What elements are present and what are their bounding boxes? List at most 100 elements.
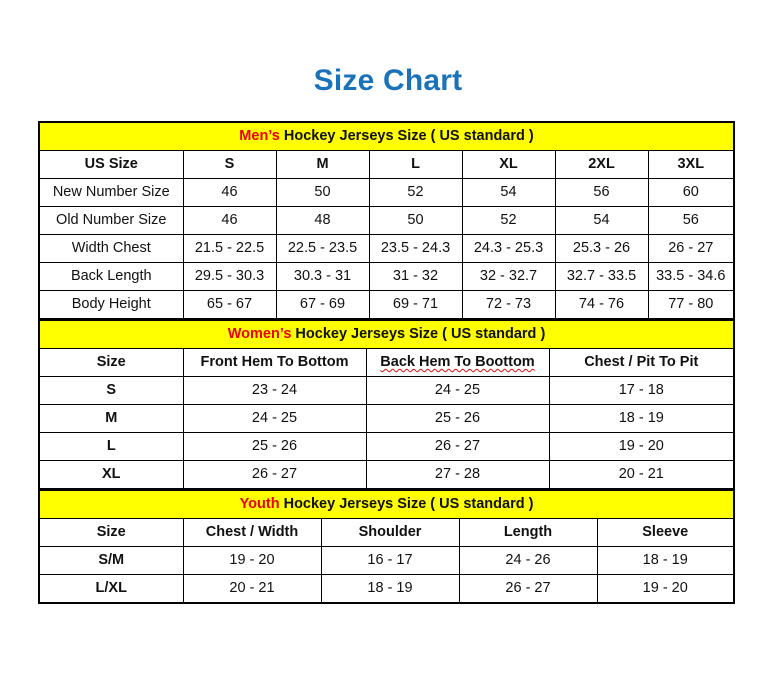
mens-col-0: US Size xyxy=(38,150,184,179)
mens-cell-3-5: 33.5 - 34.6 xyxy=(647,262,735,291)
table-row: Body Height 65 - 67 67 - 69 69 - 71 72 -… xyxy=(38,290,735,319)
mens-cell-0-3: 54 xyxy=(461,178,556,207)
table-row: Width Chest 21.5 - 22.5 22.5 - 23.5 23.5… xyxy=(38,234,735,263)
mens-cell-1-5: 56 xyxy=(647,206,735,235)
mens-cell-2-3: 24.3 - 25.3 xyxy=(461,234,556,263)
mens-cell-2-4: 25.3 - 26 xyxy=(554,234,649,263)
mens-cell-1-1: 48 xyxy=(275,206,370,235)
mens-cell-1-2: 50 xyxy=(368,206,463,235)
youth-cell-0-2: 24 - 26 xyxy=(458,546,598,575)
mens-cell-4-3: 72 - 73 xyxy=(461,290,556,319)
womens-col-1: Front Hem To Bottom xyxy=(182,348,367,377)
table-row: Old Number Size 46 48 50 52 54 56 xyxy=(38,206,735,235)
page-title: Size Chart xyxy=(313,64,463,97)
youth-cell-1-1: 18 - 19 xyxy=(320,574,460,604)
mens-cell-0-1: 50 xyxy=(275,178,370,207)
youth-banner-row: Youth Hockey Jerseys Size ( US standard … xyxy=(38,489,735,519)
womens-cell-0-2: 17 - 18 xyxy=(548,376,735,405)
womens-cell-2-2: 19 - 20 xyxy=(548,432,735,461)
mens-cell-2-0: 21.5 - 22.5 xyxy=(182,234,277,263)
mens-col-3: L xyxy=(368,150,463,179)
youth-col-3: Length xyxy=(458,518,598,547)
table-row: XL 26 - 27 27 - 28 20 - 21 xyxy=(38,460,735,489)
womens-banner-rest: Hockey Jerseys Size ( US standard ) xyxy=(291,326,546,342)
mens-cell-4-4: 74 - 76 xyxy=(554,290,649,319)
youth-row-label-1: L/XL xyxy=(38,574,184,604)
womens-cell-1-2: 18 - 19 xyxy=(548,404,735,433)
womens-header-row: Size Front Hem To Bottom Back Hem To Boo… xyxy=(38,348,735,377)
mens-cell-3-0: 29.5 - 30.3 xyxy=(182,262,277,291)
youth-cell-0-0: 19 - 20 xyxy=(182,546,322,575)
mens-banner-row: Men’s Hockey Jerseys Size ( US standard … xyxy=(38,121,735,151)
womens-row-label-2: L xyxy=(38,432,184,461)
womens-col-3: Chest / Pit To Pit xyxy=(548,348,735,377)
mens-cell-0-0: 46 xyxy=(182,178,277,207)
mens-cell-2-5: 26 - 27 xyxy=(647,234,735,263)
womens-banner-accent: Women’s xyxy=(227,326,292,342)
womens-size-table: Women’s Hockey Jerseys Size ( US standar… xyxy=(38,319,736,489)
mens-col-2: M xyxy=(275,150,370,179)
mens-row-label-0: New Number Size xyxy=(38,178,184,207)
table-row: L 25 - 26 26 - 27 19 - 20 xyxy=(38,432,735,461)
youth-cell-1-0: 20 - 21 xyxy=(182,574,322,604)
mens-cell-2-1: 22.5 - 23.5 xyxy=(275,234,370,263)
mens-cell-3-2: 31 - 32 xyxy=(368,262,463,291)
mens-row-label-1: Old Number Size xyxy=(38,206,184,235)
mens-cell-0-5: 60 xyxy=(647,178,735,207)
mens-cell-3-4: 32.7 - 33.5 xyxy=(554,262,649,291)
womens-col-2: Back Hem To Boottom xyxy=(365,348,550,377)
youth-banner-rest: Hockey Jerseys Size ( US standard ) xyxy=(279,496,534,512)
mens-cell-4-1: 67 - 69 xyxy=(275,290,370,319)
youth-col-0: Size xyxy=(38,518,184,547)
mens-cell-3-3: 32 - 32.7 xyxy=(461,262,556,291)
mens-banner-accent: Men’s xyxy=(239,128,280,144)
youth-cell-0-3: 18 - 19 xyxy=(596,546,735,575)
mens-col-1: S xyxy=(182,150,277,179)
mens-cell-4-2: 69 - 71 xyxy=(368,290,463,319)
mens-cell-3-1: 30.3 - 31 xyxy=(275,262,370,291)
mens-row-label-4: Body Height xyxy=(38,290,184,319)
mens-col-4: XL xyxy=(461,150,556,179)
womens-row-label-1: M xyxy=(38,404,184,433)
womens-banner-row: Women’s Hockey Jerseys Size ( US standar… xyxy=(38,319,735,349)
mens-cell-1-0: 46 xyxy=(182,206,277,235)
mens-header-row: US Size S M L XL 2XL 3XL xyxy=(38,150,735,179)
youth-section-banner: Youth Hockey Jerseys Size ( US standard … xyxy=(38,489,735,519)
youth-header-row: Size Chest / Width Shoulder Length Sleev… xyxy=(38,518,735,547)
youth-col-4: Sleeve xyxy=(596,518,735,547)
size-tables-container: Men’s Hockey Jerseys Size ( US standard … xyxy=(38,121,736,604)
table-row: M 24 - 25 25 - 26 18 - 19 xyxy=(38,404,735,433)
mens-cell-1-3: 52 xyxy=(461,206,556,235)
womens-section-banner: Women’s Hockey Jerseys Size ( US standar… xyxy=(38,319,735,349)
womens-cell-0-1: 24 - 25 xyxy=(365,376,550,405)
womens-cell-1-0: 24 - 25 xyxy=(182,404,367,433)
womens-col-0: Size xyxy=(38,348,184,377)
mens-row-label-2: Width Chest xyxy=(38,234,184,263)
mens-col-5: 2XL xyxy=(554,150,649,179)
youth-row-label-0: S/M xyxy=(38,546,184,575)
mens-cell-2-2: 23.5 - 24.3 xyxy=(368,234,463,263)
womens-cell-0-0: 23 - 24 xyxy=(182,376,367,405)
table-row: S/M 19 - 20 16 - 17 24 - 26 18 - 19 xyxy=(38,546,735,575)
womens-cell-3-2: 20 - 21 xyxy=(548,460,735,489)
mens-cell-0-2: 52 xyxy=(368,178,463,207)
youth-size-table: Youth Hockey Jerseys Size ( US standard … xyxy=(38,489,736,604)
womens-row-label-3: XL xyxy=(38,460,184,489)
youth-col-1: Chest / Width xyxy=(182,518,322,547)
womens-cell-3-1: 27 - 28 xyxy=(365,460,550,489)
womens-cell-3-0: 26 - 27 xyxy=(182,460,367,489)
youth-cell-0-1: 16 - 17 xyxy=(320,546,460,575)
mens-cell-0-4: 56 xyxy=(554,178,649,207)
table-row: S 23 - 24 24 - 25 17 - 18 xyxy=(38,376,735,405)
mens-banner-rest: Hockey Jerseys Size ( US standard ) xyxy=(279,128,534,144)
womens-col-2-label: Back Hem To Boottom xyxy=(380,354,535,370)
mens-size-table: Men’s Hockey Jerseys Size ( US standard … xyxy=(38,121,736,319)
mens-row-label-3: Back Length xyxy=(38,262,184,291)
youth-col-2: Shoulder xyxy=(320,518,460,547)
mens-cell-4-0: 65 - 67 xyxy=(182,290,277,319)
womens-cell-1-1: 25 - 26 xyxy=(365,404,550,433)
mens-cell-1-4: 54 xyxy=(554,206,649,235)
table-row: Back Length 29.5 - 30.3 30.3 - 31 31 - 3… xyxy=(38,262,735,291)
womens-cell-2-0: 25 - 26 xyxy=(182,432,367,461)
